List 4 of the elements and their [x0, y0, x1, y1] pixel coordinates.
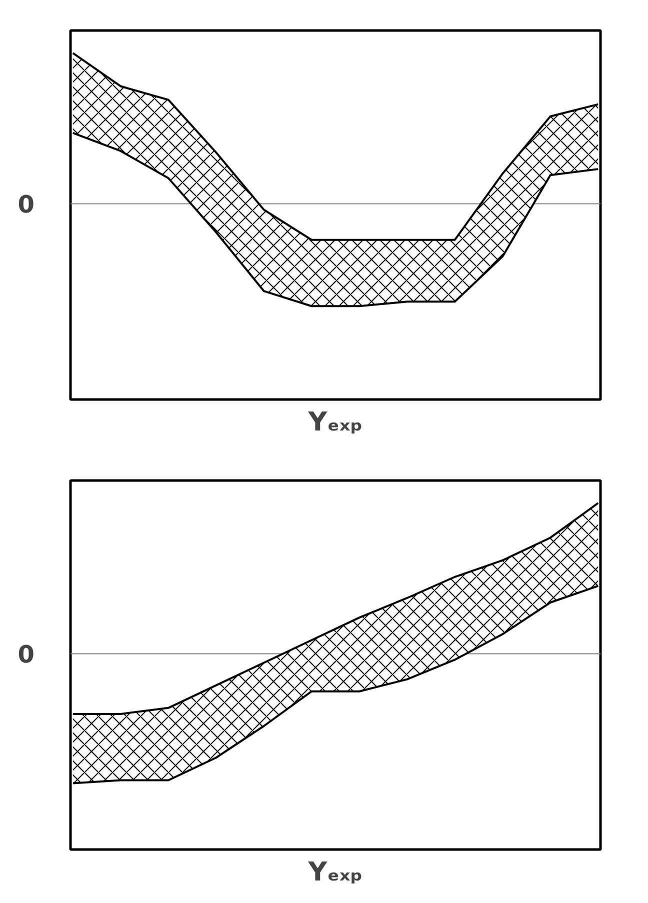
ref-line-label: 0: [18, 190, 35, 219]
ref-line-label: 0: [18, 640, 35, 669]
x-axis-title: Yₑₓₚ: [307, 408, 363, 438]
x-axis-title: Yₑₓₚ: [307, 858, 363, 888]
